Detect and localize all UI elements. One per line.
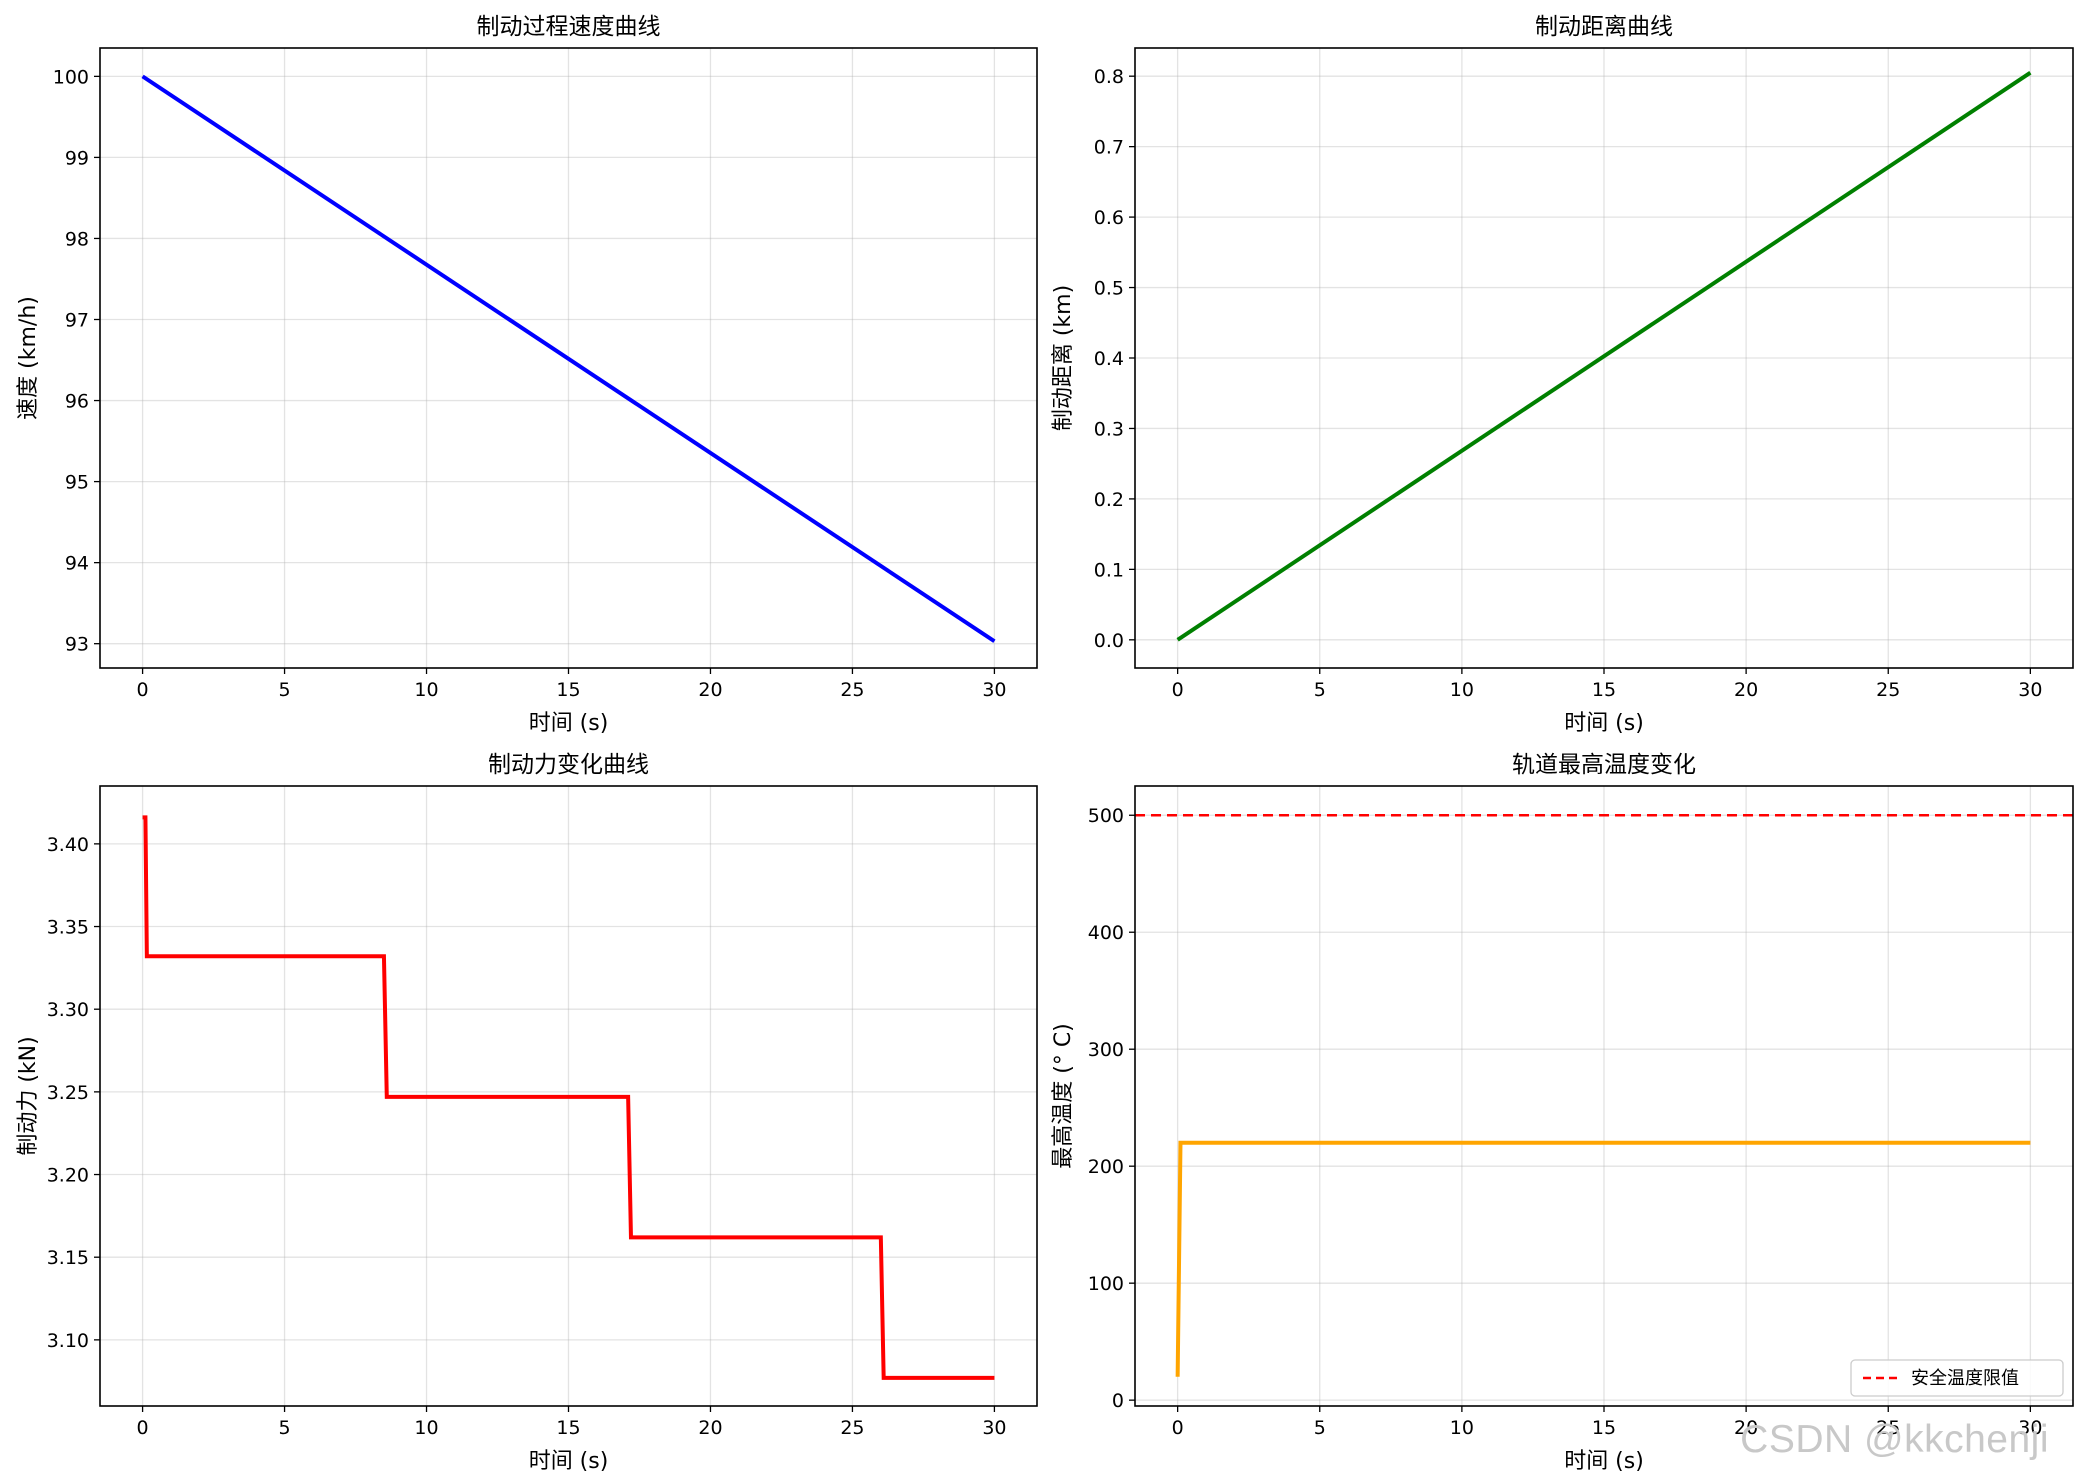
x-tick-label: 20	[1734, 679, 1758, 701]
y-axis-label: 速度 (km/h)	[16, 296, 41, 420]
y-tick-label: 96	[65, 391, 89, 413]
chart-title: 轨道最高温度变化	[1512, 752, 1696, 778]
y-tick-label: 3.25	[47, 1082, 89, 1104]
series-line	[141, 74, 996, 643]
chart-title: 制动距离曲线	[1535, 14, 1673, 40]
series-line	[1175, 1140, 2031, 1377]
y-tick-label: 0.1	[1094, 559, 1124, 581]
chart-title: 制动力变化曲线	[488, 752, 649, 778]
x-tick-label: 0	[1172, 679, 1184, 701]
axes-frame	[1134, 47, 2074, 669]
y-tick-label: 300	[1088, 1039, 1124, 1061]
x-axis-label: 时间 (s)	[529, 1449, 609, 1474]
x-tick-label: 5	[1314, 1417, 1326, 1439]
x-tick-label: 10	[1450, 679, 1474, 701]
y-tick-label: 0.6	[1094, 207, 1124, 229]
x-tick-label: 0	[137, 679, 149, 701]
chart-title: 制动过程速度曲线	[477, 14, 661, 40]
x-tick-label: 20	[698, 1417, 722, 1439]
x-tick-label: 10	[414, 679, 438, 701]
y-tick-label: 0.8	[1094, 66, 1124, 88]
legend-box	[1850, 1359, 2064, 1397]
axes-frame	[99, 785, 1038, 1407]
y-tick-label: 93	[65, 634, 89, 656]
series-line	[142, 815, 995, 1380]
y-tick-label: 200	[1088, 1156, 1124, 1178]
x-tick-label: 5	[279, 1417, 291, 1439]
x-tick-label: 30	[2018, 1417, 2042, 1439]
y-tick-label: 100	[53, 66, 89, 88]
y-tick-label: 100	[1088, 1273, 1124, 1295]
subplot-3: 0 5 10 15 20 25 30 3.10 3.15 3.20 3.25 3.30 3.35 3.40…	[16, 752, 1038, 1474]
x-tick-label: 30	[982, 1417, 1006, 1439]
axes-frame	[1134, 785, 2074, 1407]
x-tick-label: 25	[840, 1417, 864, 1439]
y-tick-label: 97	[65, 310, 89, 332]
x-tick-label: 20	[698, 679, 722, 701]
y-tick-label: 3.40	[47, 834, 89, 856]
watermark: CSDN @kkchenji	[1740, 1418, 2049, 1461]
x-tick-label: 0	[137, 1417, 149, 1439]
y-tick-label: 0.7	[1094, 137, 1124, 159]
x-tick-label: 10	[1450, 1417, 1474, 1439]
y-axis-label: 最高温度 (° C)	[1051, 1023, 1076, 1169]
y-tick-label: 0.4	[1094, 348, 1124, 370]
y-tick-label: 3.35	[47, 917, 89, 939]
y-tick-label: 99	[65, 147, 89, 169]
x-tick-label: 30	[2018, 679, 2042, 701]
x-tick-label: 25	[1876, 679, 1900, 701]
y-tick-label: 500	[1088, 805, 1124, 827]
x-tick-label: 15	[1592, 679, 1616, 701]
axes-frame	[99, 47, 1038, 669]
y-tick-label: 95	[65, 472, 89, 494]
y-tick-label: 400	[1088, 922, 1124, 944]
legend: 安全温度限值	[1850, 1359, 2064, 1397]
x-tick-label: 10	[414, 1417, 438, 1439]
y-tick-label: 0.5	[1094, 278, 1124, 300]
x-tick-label: 15	[556, 679, 580, 701]
x-tick-label: 25	[1876, 1417, 1900, 1439]
x-tick-label: 30	[982, 679, 1006, 701]
x-axis-label: 时间 (s)	[529, 711, 609, 736]
x-tick-label: 20	[1734, 1417, 1758, 1439]
y-tick-label: 0.2	[1094, 489, 1124, 511]
y-tick-label: 3.15	[47, 1247, 89, 1269]
x-axis-label: 时间 (s)	[1564, 711, 1644, 736]
series-line	[1176, 70, 2032, 642]
y-tick-label: 98	[65, 228, 89, 250]
x-tick-label: 15	[556, 1417, 580, 1439]
x-tick-label: 15	[1592, 1417, 1616, 1439]
y-tick-label: 0	[1112, 1390, 1124, 1412]
y-tick-label: 3.20	[47, 1165, 89, 1187]
x-tick-label: 25	[840, 679, 864, 701]
legend-label: 安全温度限值	[1911, 1368, 2019, 1389]
x-tick-label: 5	[279, 679, 291, 701]
y-tick-label: 94	[65, 553, 89, 575]
subplot-1: 0 5 10 15 20 25 30 93 94 95 96 97 98 99 100 制动过程速度曲线时间 …	[16, 14, 1038, 736]
y-tick-label: 3.10	[47, 1330, 89, 1352]
y-axis-label: 制动距离 (km)	[1051, 285, 1076, 431]
y-tick-label: 3.30	[47, 999, 89, 1021]
subplot-2: 0 5 10 15 20 25 30 0.0 0.1 0.2 0.3 0.4 0.5 0.6 0.7 0.8 制…	[1051, 14, 2074, 736]
x-axis-label: 时间 (s)	[1564, 1449, 1644, 1474]
x-tick-label: 5	[1314, 679, 1326, 701]
y-axis-label: 制动力 (kN)	[16, 1036, 41, 1155]
x-tick-label: 0	[1172, 1417, 1184, 1439]
y-tick-label: 0.3	[1094, 418, 1124, 440]
y-tick-label: 0.0	[1094, 630, 1124, 652]
